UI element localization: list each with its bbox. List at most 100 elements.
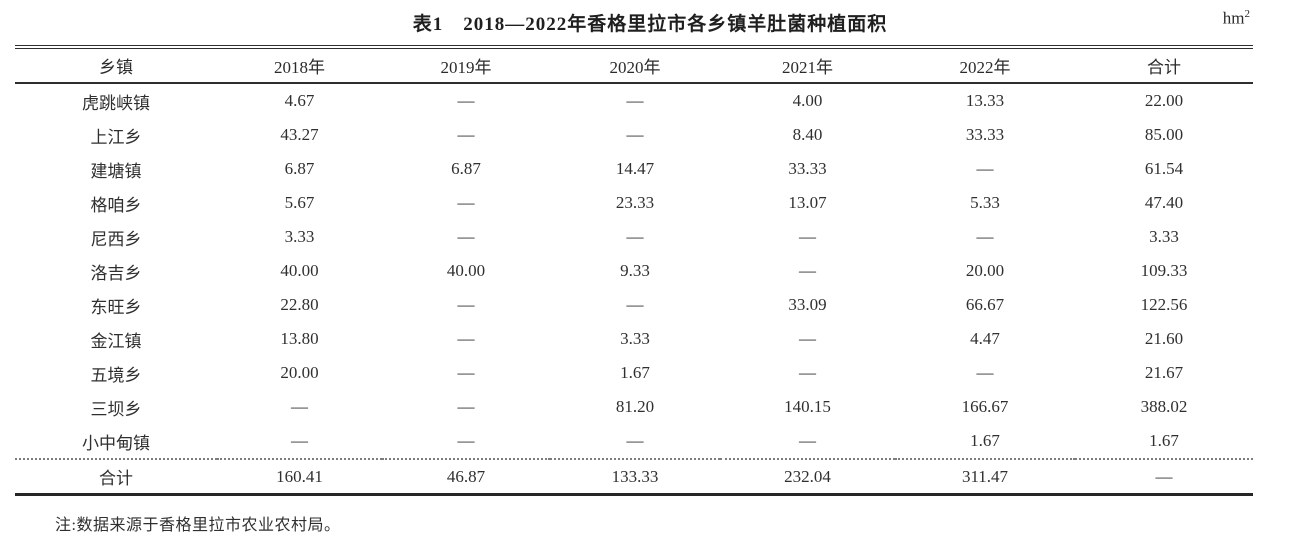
value-cell: 20.00 [280,363,319,382]
table-row: 尼西乡 3.33 — — — — 3.33 [15,220,1253,254]
table-row: 东旺乡 22.80 — — 33.09 66.67 122.56 [15,288,1253,322]
col-header-year: 2021年 [782,58,833,77]
value-cell: 5.33 [970,193,1000,212]
value-cell: — [291,431,308,450]
value-cell: 1.67 [1149,431,1179,450]
value-cell: 122.56 [1140,295,1188,314]
value-cell: — [457,227,475,246]
value-cell: — [976,363,994,382]
value-cell: 40.00 [446,261,486,280]
township-cell: 五境乡 [90,365,142,385]
table-note: 注:数据来源于香格里拉市农业农村局。 [55,517,341,534]
total-label-cell: 合计 [99,469,133,488]
header-row: 乡镇 2018年 2019年 2020年 2021年 2022年 合计 [15,47,1253,83]
col-header-year: 2018年 [274,58,325,77]
value-cell: 33.09 [788,295,827,314]
value-cell: 13.07 [788,193,827,212]
table-row: 五境乡 20.00 — 1.67 — — 21.67 [15,356,1253,390]
value-cell: 61.54 [1144,159,1184,178]
value-cell: 3.33 [284,227,315,246]
value-cell: — [457,363,475,382]
value-cell: — [291,397,308,416]
value-cell: 13.33 [965,91,1005,110]
value-cell: — [976,159,994,178]
table-row: 洛吉乡 40.00 40.00 9.33 — 20.00 109.33 [15,254,1253,288]
township-cell: 小中甸镇 [82,433,150,453]
value-cell: 140.15 [784,397,831,416]
value-cell: 109.33 [1140,261,1188,280]
col-header-year: 2019年 [440,58,492,77]
value-cell: — [457,295,475,314]
value-cell: 4.00 [792,91,823,110]
township-cell: 金江镇 [90,331,142,351]
value-cell: 85.00 [1144,125,1184,144]
value-cell: 388.02 [1140,397,1188,416]
value-cell: — [799,329,816,348]
value-cell: 22.80 [280,295,319,314]
value-cell: — [457,91,475,110]
value-cell: — [626,431,644,450]
value-cell: 3.33 [1149,227,1179,246]
total-value-cell: — [1155,466,1173,486]
value-cell: 8.40 [792,125,823,144]
unit-base: hm [1222,8,1245,28]
value-cell: — [626,227,644,246]
value-cell: — [976,227,994,246]
value-cell: 22.00 [1144,91,1184,110]
value-cell: 14.47 [615,159,655,178]
value-cell: — [626,91,644,110]
value-cell: 1.67 [620,363,650,382]
township-cell: 建塘镇 [90,161,142,181]
col-header-year: 2020年 [609,58,661,77]
value-cell: 40.00 [280,261,319,280]
township-cell: 上江乡 [90,127,142,147]
table-row: 虎跳峡镇 4.67 — — 4.00 13.33 22.00 [15,83,1253,118]
table-row: 三坝乡 — — 81.20 140.15 166.67 388.02 [15,390,1253,424]
table-title: 表1 2018—2022年香格里拉市各乡镇羊肚菌种植面积 [412,14,888,35]
total-value-cell: 160.41 [276,466,323,486]
value-cell: 21.67 [1144,363,1184,382]
value-cell: 23.33 [615,193,655,212]
value-cell: 166.67 [961,397,1009,416]
township-cell: 尼西乡 [90,229,142,249]
value-cell: 1.67 [970,431,1000,450]
township-cell: 东旺乡 [90,297,142,317]
total-value-cell: 46.87 [446,466,486,486]
value-cell: — [457,329,475,348]
total-value-cell: 232.04 [784,466,831,486]
table-row: 金江镇 13.80 — 3.33 — 4.47 21.60 [15,322,1253,356]
table-row: 建塘镇 6.87 6.87 14.47 33.33 — 61.54 [15,152,1253,186]
value-cell: — [457,193,475,212]
total-value-cell: 133.33 [611,466,659,486]
col-header-total: 合计 [1147,58,1181,77]
value-cell: — [799,431,816,450]
value-cell: 43.27 [280,125,319,144]
value-cell: — [799,227,816,246]
value-cell: 4.47 [970,329,1000,348]
value-cell: 21.60 [1144,329,1184,348]
township-cell: 格咱乡 [90,195,142,215]
col-header-year: 2022年 [959,58,1011,77]
township-cell: 洛吉乡 [90,263,142,283]
value-cell: 20.00 [965,261,1005,280]
table-row: 小中甸镇 — — — — 1.67 1.67 [15,424,1253,459]
value-cell: — [457,125,475,144]
township-cell: 虎跳峡镇 [82,93,150,113]
township-cell: 三坝乡 [90,399,142,419]
value-cell: 4.67 [284,91,315,110]
total-value-cell: 311.47 [961,466,1009,486]
value-cell: — [799,363,816,382]
value-cell: 9.33 [620,261,650,280]
value-cell: 33.33 [788,159,827,178]
value-cell: 81.20 [615,397,655,416]
value-cell: 66.67 [965,295,1005,314]
table-row: 格咱乡 5.67 — 23.33 13.07 5.33 47.40 [15,186,1253,220]
value-cell: — [799,261,816,280]
table-body: 虎跳峡镇 4.67 — — 4.00 13.33 22.00 上江乡 43.27 — — 8.40 33… [15,83,1253,459]
value-cell: 33.33 [965,125,1005,144]
table-row: 上江乡 43.27 — — 8.40 33.33 85.00 [15,118,1253,152]
value-cell: — [626,295,644,314]
value-cell: — [626,125,644,144]
value-cell: — [457,397,475,416]
value-cell: 3.33 [620,329,650,348]
